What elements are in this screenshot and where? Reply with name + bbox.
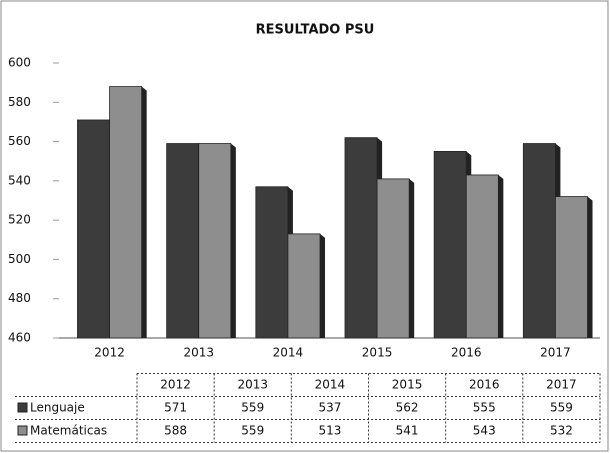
bar bbox=[465, 174, 499, 339]
bar bbox=[166, 143, 200, 339]
x-tick-label: 2017 bbox=[540, 346, 571, 360]
y-tick-label: 560 bbox=[8, 134, 31, 148]
table-value: 541 bbox=[396, 424, 419, 438]
y-tick-label: 480 bbox=[8, 291, 31, 305]
table-value: 559 bbox=[241, 424, 264, 438]
chart-title: RESULTADO PSU bbox=[256, 23, 375, 38]
table-header: 2014 bbox=[315, 378, 346, 392]
x-tick-label: 2012 bbox=[94, 346, 125, 360]
table-value: 559 bbox=[241, 401, 264, 415]
legend-label: Matemáticas bbox=[30, 424, 107, 438]
table-header: 2017 bbox=[546, 378, 577, 392]
y-tick-label: 460 bbox=[8, 331, 31, 345]
x-tick-label: 2013 bbox=[183, 346, 214, 360]
bar bbox=[433, 150, 467, 339]
bar-side bbox=[320, 233, 326, 338]
table-value: 571 bbox=[164, 401, 187, 415]
table-value: 559 bbox=[550, 401, 573, 415]
bar bbox=[376, 178, 410, 339]
bar bbox=[522, 143, 556, 339]
bar bbox=[77, 119, 110, 339]
y-tick-label: 540 bbox=[8, 173, 31, 187]
y-tick-label: 600 bbox=[8, 56, 31, 70]
bar-side bbox=[141, 86, 147, 338]
bar bbox=[109, 86, 143, 339]
table-value: 555 bbox=[473, 401, 496, 415]
table-header: 2013 bbox=[237, 378, 268, 392]
x-tick-label: 2014 bbox=[273, 346, 304, 360]
table-header: 2016 bbox=[469, 378, 500, 392]
table-value: 537 bbox=[318, 401, 341, 415]
y-tick-label: 500 bbox=[8, 252, 31, 266]
legend-swatch bbox=[17, 425, 28, 436]
y-tick-label: 580 bbox=[8, 95, 31, 109]
table-value: 513 bbox=[318, 424, 341, 438]
bar bbox=[198, 143, 232, 339]
x-tick-label: 2015 bbox=[362, 346, 393, 360]
table-header: 2012 bbox=[160, 378, 191, 392]
bar-side bbox=[587, 196, 593, 338]
bar bbox=[344, 137, 378, 339]
table-value: 588 bbox=[164, 424, 187, 438]
bar bbox=[555, 196, 588, 339]
bar bbox=[287, 233, 321, 339]
x-tick-label: 2016 bbox=[451, 346, 482, 360]
bar-side bbox=[230, 143, 236, 338]
table-value: 543 bbox=[473, 424, 496, 438]
table-value: 562 bbox=[396, 401, 419, 415]
y-tick-label: 520 bbox=[8, 213, 31, 227]
bar-side bbox=[409, 178, 415, 338]
bar-side bbox=[498, 174, 504, 338]
table-header: 2015 bbox=[392, 378, 423, 392]
table-value: 532 bbox=[550, 424, 573, 438]
bar bbox=[255, 186, 289, 339]
legend-swatch bbox=[17, 402, 28, 413]
legend-label: Lenguaje bbox=[30, 401, 85, 415]
